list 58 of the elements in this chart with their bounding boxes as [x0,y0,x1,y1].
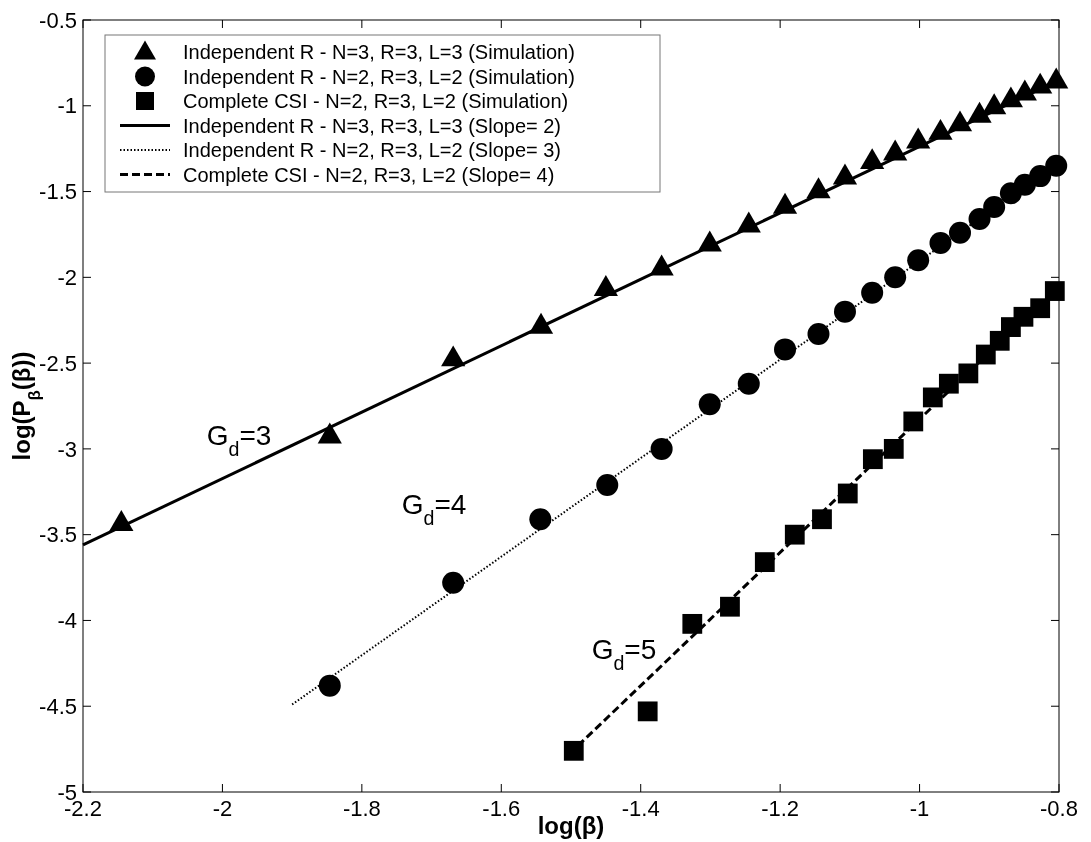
x-tick-label: -0.8 [1040,796,1078,821]
point [698,393,721,416]
point [529,508,552,531]
legend-label: Independent R - N=2, R=3, L=2 (Simulation) [183,65,575,88]
point [812,509,832,530]
point [938,373,959,394]
point [884,266,907,289]
point [968,208,991,230]
point [929,232,952,255]
y-tick-label: -1.5 [39,179,77,205]
point [907,249,930,272]
x-tick-label: -1.8 [342,796,381,821]
point [737,372,760,395]
x-tick-label: -1.6 [482,796,521,821]
point [317,422,342,444]
point [682,613,703,634]
point [318,674,341,697]
point [862,449,883,470]
x-tick-label: -1.2 [761,796,800,821]
point [442,571,465,594]
legend-label: Independent R - N=3, R=3, L=3 (Slope= 2) [183,114,562,137]
annotation: G$_{d}$=5 [591,634,657,675]
y-tick-label: -2 [57,265,77,291]
legend-label: Complete CSI - N=2, R=3, L=2 (Simulation) [183,90,569,112]
point [563,740,584,761]
point [883,438,904,459]
point [596,473,619,496]
legend-label: Independent R - N=3, R=3, L=3 (Simulation) [183,41,575,63]
x-tick-label: -1 [909,796,930,821]
x-tick-label: -2 [212,796,233,821]
x-tick-label: -1.4 [621,796,660,821]
y-tick-label: -3 [57,436,77,462]
point [983,196,1006,218]
point [754,552,775,573]
point [949,221,972,244]
y-tick-label: -2.5 [39,350,77,376]
point [833,300,856,323]
y-tick-label: -1 [57,93,77,119]
y-tick-label: -4 [57,608,77,634]
point [637,701,658,722]
legend-label: Complete CSI - N=2, R=3, L=2 (Slope= 4) [183,163,555,186]
point [650,437,673,460]
point [1029,165,1052,188]
point [720,596,740,617]
point [1045,154,1068,177]
y-tick-label: -4.5 [39,693,77,719]
x-axis-title: log(β) [537,812,605,839]
y-tick-label: -3.5 [39,522,77,548]
point [774,338,797,361]
y-tick-label: -0.5 [39,7,77,33]
annotation: G$_{d}$=4 [401,489,467,530]
annotation: G$_{d}$=3 [206,419,272,460]
point [861,281,884,304]
point [441,345,466,367]
point [807,322,830,345]
point [1044,281,1065,301]
legend-label: Independent R - N=2, R=3, L=2 (Slope= 3) [183,139,562,161]
point [784,524,805,545]
